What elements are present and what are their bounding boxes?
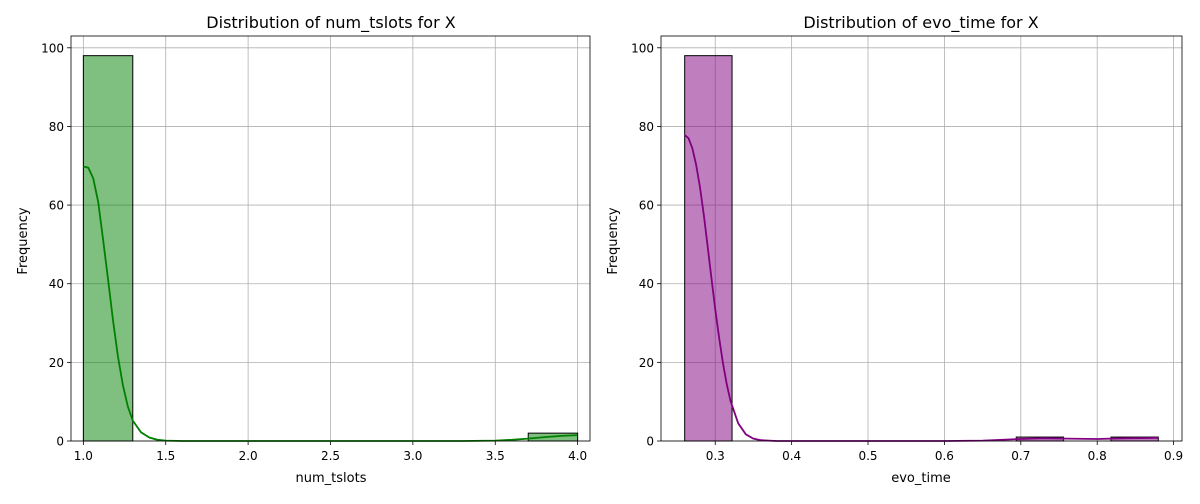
x-tick-label: 0.4 [782, 449, 801, 463]
kde-curve [684, 134, 1159, 442]
y-tick-label: 0 [56, 435, 64, 449]
y-tick-label: 100 [631, 41, 654, 55]
x-axis-label: evo_time [891, 471, 951, 486]
chart-title: Distribution of evo_time for X [803, 13, 1038, 33]
x-tick-label: 0.6 [935, 449, 954, 463]
y-tick-label: 100 [41, 41, 64, 55]
y-tick-label: 40 [49, 277, 64, 291]
x-tick-label: 0.7 [1011, 449, 1030, 463]
grid [661, 36, 1182, 442]
grid [71, 36, 590, 442]
x-tick-label: 2.0 [239, 449, 258, 463]
x-tick-label: 0.5 [858, 449, 877, 463]
y-tick-label: 20 [49, 356, 64, 370]
histogram-bar [82, 55, 134, 442]
x-axis-label: num_tslots [296, 471, 367, 486]
x-tick-label: 0.9 [1164, 449, 1183, 463]
kde-curve [83, 165, 578, 442]
y-tick-label: 0 [646, 435, 654, 449]
chart-panel-num-tslots: Distribution of num_tslots for X num_tsl… [16, 13, 591, 486]
x-tick-label: 4.0 [568, 449, 587, 463]
x-tick-label: 3.5 [486, 449, 505, 463]
y-axis-label: Frequency [606, 207, 621, 274]
y-tick-label: 80 [49, 120, 64, 134]
x-tick-label: 0.8 [1088, 449, 1107, 463]
y-axis-label: Frequency [16, 207, 31, 274]
plot-frame [660, 35, 1183, 442]
y-tick-label: 80 [639, 120, 654, 134]
chart-panel-evo-time: Distribution of evo_time for X evo_time … [606, 13, 1183, 486]
plot-frame [70, 35, 591, 442]
y-tick-label: 20 [639, 356, 654, 370]
chart-title: Distribution of num_tslots for X [206, 13, 455, 33]
x-tick-label: 0.3 [706, 449, 725, 463]
x-tick-label: 1.5 [156, 449, 175, 463]
y-tick-label: 60 [49, 199, 64, 213]
y-tick-label: 60 [639, 199, 654, 213]
x-tick-label: 3.0 [403, 449, 422, 463]
y-tick-label: 40 [639, 277, 654, 291]
x-tick-label: 1.0 [74, 449, 93, 463]
x-tick-label: 2.5 [321, 449, 340, 463]
